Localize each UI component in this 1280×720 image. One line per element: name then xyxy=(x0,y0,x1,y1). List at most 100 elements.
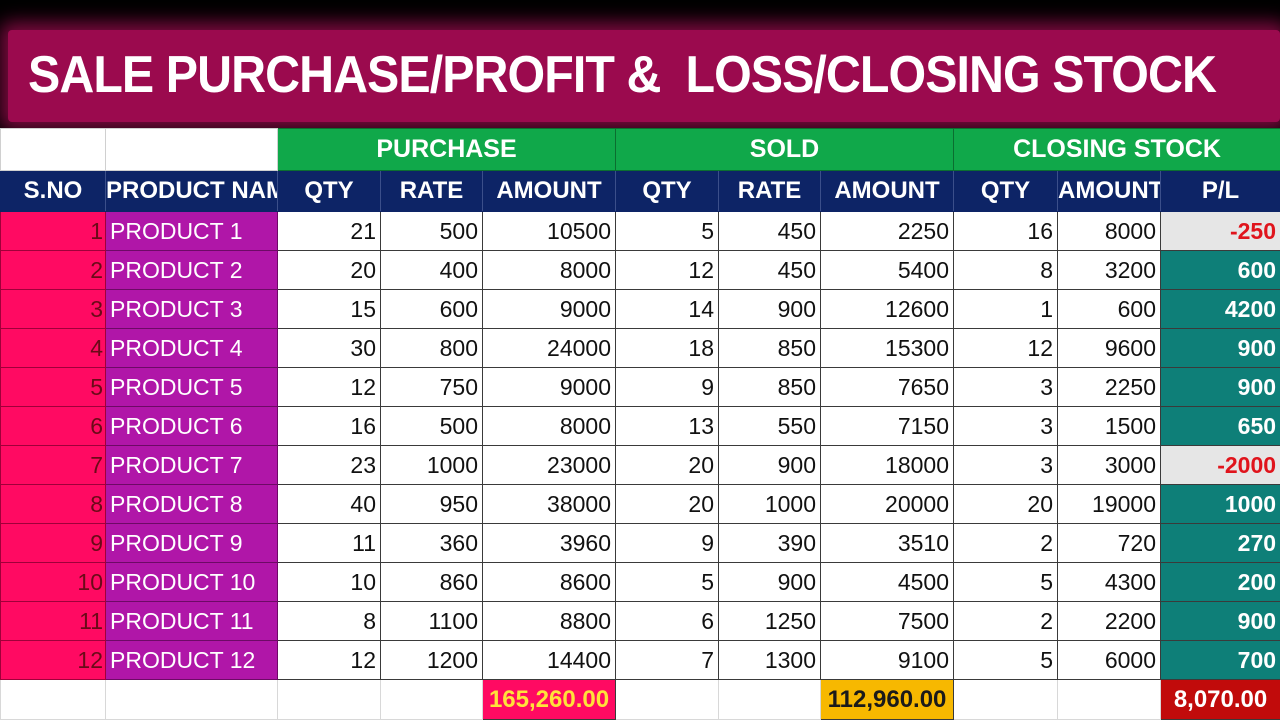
cell-purchase-rate[interactable]: 600 xyxy=(380,289,483,329)
cell-pl[interactable]: 200 xyxy=(1160,562,1280,602)
cell-sold-amount[interactable]: 9100 xyxy=(820,640,955,680)
cell-pl[interactable]: 700 xyxy=(1160,640,1280,680)
cell-product-name[interactable]: PRODUCT 10 xyxy=(105,562,278,602)
cell-product-name[interactable]: PRODUCT 4 xyxy=(105,328,278,368)
cell-purchase-rate[interactable]: 860 xyxy=(380,562,483,602)
cell-sold-rate[interactable]: 1250 xyxy=(718,601,822,641)
cell-purchase-amount[interactable]: 24000 xyxy=(481,328,617,368)
cell-sno[interactable]: 11 xyxy=(0,601,106,641)
cell-closing-qty[interactable]: 12 xyxy=(953,328,1059,368)
cell-closing-qty[interactable]: 5 xyxy=(953,640,1059,680)
cell-purchase-qty[interactable]: 40 xyxy=(277,484,381,524)
column-header-sold-amount[interactable]: AMOUNT xyxy=(820,170,955,212)
cell-purchase-qty[interactable]: 8 xyxy=(277,601,381,641)
cell-closing-qty[interactable]: 3 xyxy=(953,445,1059,485)
cell-purchase-amount[interactable]: 9000 xyxy=(481,289,617,329)
cell-product-name[interactable]: PRODUCT 1 xyxy=(105,211,278,251)
cell-sno[interactable]: 12 xyxy=(0,640,106,680)
blank-cell[interactable] xyxy=(105,128,278,171)
cell-product-name[interactable]: PRODUCT 9 xyxy=(105,523,278,563)
cell-sno[interactable]: 4 xyxy=(0,328,106,368)
cell-closing-qty[interactable]: 20 xyxy=(953,484,1059,524)
blank-cell[interactable] xyxy=(105,679,278,720)
total-sold-amount[interactable]: 112,960.00 xyxy=(820,679,955,720)
group-header-purchase[interactable]: PURCHASE xyxy=(276,128,617,171)
cell-purchase-rate[interactable]: 1000 xyxy=(380,445,483,485)
cell-sold-qty[interactable]: 5 xyxy=(615,562,720,602)
cell-closing-amount[interactable]: 19000 xyxy=(1057,484,1162,524)
cell-purchase-rate[interactable]: 500 xyxy=(380,406,483,446)
cell-sold-amount[interactable]: 20000 xyxy=(820,484,955,524)
column-header-closing-qty[interactable]: QTY xyxy=(953,170,1059,212)
cell-purchase-rate[interactable]: 950 xyxy=(380,484,483,524)
column-header-purchase-amount[interactable]: AMOUNT xyxy=(481,170,617,212)
cell-sold-rate[interactable]: 550 xyxy=(718,406,822,446)
cell-sold-qty[interactable]: 6 xyxy=(615,601,720,641)
cell-product-name[interactable]: PRODUCT 8 xyxy=(105,484,278,524)
cell-purchase-qty[interactable]: 12 xyxy=(277,367,381,407)
cell-closing-amount[interactable]: 6000 xyxy=(1057,640,1162,680)
cell-sold-rate[interactable]: 1000 xyxy=(718,484,822,524)
cell-sold-qty[interactable]: 9 xyxy=(615,367,720,407)
column-header-product-name[interactable]: PRODUCT NAME xyxy=(105,170,278,212)
cell-closing-qty[interactable]: 3 xyxy=(953,406,1059,446)
cell-sold-qty[interactable]: 13 xyxy=(615,406,720,446)
cell-purchase-qty[interactable]: 23 xyxy=(277,445,381,485)
cell-closing-amount[interactable]: 3200 xyxy=(1057,250,1162,290)
cell-closing-qty[interactable]: 5 xyxy=(953,562,1059,602)
cell-closing-amount[interactable]: 2200 xyxy=(1057,601,1162,641)
cell-product-name[interactable]: PRODUCT 3 xyxy=(105,289,278,329)
blank-cell[interactable] xyxy=(615,679,720,720)
total-pl[interactable]: 8,070.00 xyxy=(1160,679,1280,720)
cell-purchase-amount[interactable]: 8000 xyxy=(481,406,617,446)
cell-pl[interactable]: 650 xyxy=(1160,406,1280,446)
cell-purchase-qty[interactable]: 10 xyxy=(277,562,381,602)
cell-sold-amount[interactable]: 7650 xyxy=(820,367,955,407)
column-header-sno[interactable]: S.NO xyxy=(0,170,106,212)
cell-sold-rate[interactable]: 850 xyxy=(718,367,822,407)
cell-purchase-qty[interactable]: 16 xyxy=(277,406,381,446)
cell-purchase-rate[interactable]: 400 xyxy=(380,250,483,290)
cell-closing-amount[interactable]: 1500 xyxy=(1057,406,1162,446)
cell-sold-qty[interactable]: 18 xyxy=(615,328,720,368)
cell-purchase-amount[interactable]: 3960 xyxy=(481,523,617,563)
cell-pl[interactable]: 900 xyxy=(1160,601,1280,641)
cell-sold-rate[interactable]: 850 xyxy=(718,328,822,368)
cell-sold-amount[interactable]: 18000 xyxy=(820,445,955,485)
cell-sold-qty[interactable]: 5 xyxy=(615,211,720,251)
cell-product-name[interactable]: PRODUCT 2 xyxy=(105,250,278,290)
column-header-closing-amount[interactable]: AMOUNT xyxy=(1057,170,1162,212)
cell-sold-rate[interactable]: 450 xyxy=(718,211,822,251)
cell-closing-amount[interactable]: 720 xyxy=(1057,523,1162,563)
blank-cell[interactable] xyxy=(1057,679,1162,720)
cell-purchase-rate[interactable]: 800 xyxy=(380,328,483,368)
cell-purchase-amount[interactable]: 8800 xyxy=(481,601,617,641)
cell-pl[interactable]: 1000 xyxy=(1160,484,1280,524)
cell-sold-amount[interactable]: 4500 xyxy=(820,562,955,602)
cell-sold-amount[interactable]: 15300 xyxy=(820,328,955,368)
cell-purchase-amount[interactable]: 8600 xyxy=(481,562,617,602)
cell-pl[interactable]: 900 xyxy=(1160,328,1280,368)
cell-purchase-amount[interactable]: 23000 xyxy=(481,445,617,485)
cell-pl[interactable]: 270 xyxy=(1160,523,1280,563)
cell-closing-amount[interactable]: 4300 xyxy=(1057,562,1162,602)
blank-cell[interactable] xyxy=(0,128,106,171)
total-purchase-amount[interactable]: 165,260.00 xyxy=(481,679,617,720)
cell-purchase-amount[interactable]: 8000 xyxy=(481,250,617,290)
blank-cell[interactable] xyxy=(0,679,106,720)
cell-sold-amount[interactable]: 7150 xyxy=(820,406,955,446)
cell-purchase-qty[interactable]: 21 xyxy=(277,211,381,251)
cell-product-name[interactable]: PRODUCT 7 xyxy=(105,445,278,485)
cell-closing-qty[interactable]: 3 xyxy=(953,367,1059,407)
cell-purchase-qty[interactable]: 12 xyxy=(277,640,381,680)
cell-closing-amount[interactable]: 8000 xyxy=(1057,211,1162,251)
cell-closing-amount[interactable]: 600 xyxy=(1057,289,1162,329)
cell-sold-amount[interactable]: 12600 xyxy=(820,289,955,329)
cell-closing-qty[interactable]: 16 xyxy=(953,211,1059,251)
cell-closing-amount[interactable]: 2250 xyxy=(1057,367,1162,407)
column-header-sold-qty[interactable]: QTY xyxy=(615,170,720,212)
column-header-purchase-rate[interactable]: RATE xyxy=(380,170,483,212)
cell-pl[interactable]: -250 xyxy=(1160,211,1280,251)
blank-cell[interactable] xyxy=(380,679,483,720)
cell-closing-amount[interactable]: 9600 xyxy=(1057,328,1162,368)
